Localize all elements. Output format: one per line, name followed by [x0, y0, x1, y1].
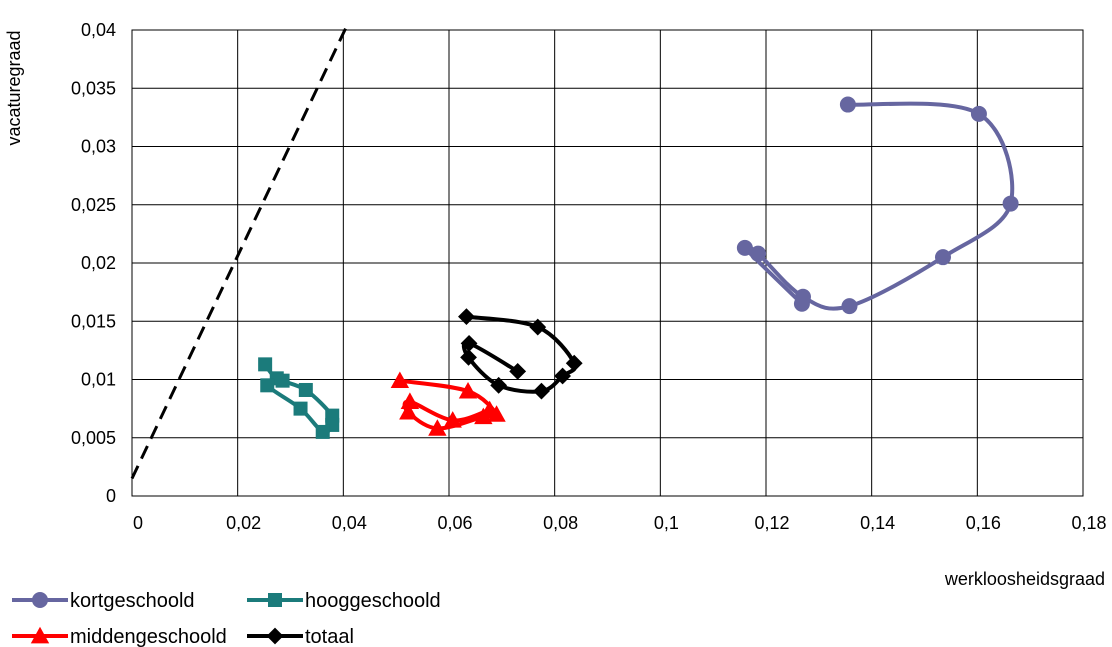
series-middengeschoold	[390, 371, 506, 436]
y-tick-label: 0,035	[71, 78, 116, 98]
data-point	[315, 424, 330, 439]
y-tick-label: 0,025	[71, 195, 116, 215]
series-totaal	[458, 308, 583, 400]
series-line	[740, 101, 1015, 311]
legend: kortgeschoold hooggeschoold middengeschool…	[12, 590, 441, 647]
x-tick-label: 0,06	[437, 513, 472, 533]
data-point	[750, 245, 767, 262]
y-tick-label: 0,04	[81, 20, 116, 40]
legend-item: hooggeschoold	[247, 590, 441, 612]
legend-marker	[268, 593, 282, 607]
series-hooggeschoold	[258, 357, 340, 439]
series-layer	[130, 27, 1019, 480]
data-point	[839, 96, 856, 113]
x-tick-label: 0	[133, 513, 143, 533]
data-point	[841, 298, 858, 315]
legend-label: hooggeschoold	[305, 590, 441, 612]
data-point	[736, 239, 753, 256]
series-line	[461, 314, 578, 394]
x-tick-label: 0,04	[332, 513, 367, 533]
data-point	[554, 367, 571, 385]
tick-labels: 0 0,02 0,04 0,06 0,08 0,1 0,12 0,14 0,16 0,18 0 0,0…	[71, 20, 1107, 533]
legend-label: kortgeschoold	[70, 590, 195, 612]
data-point	[460, 334, 478, 352]
x-axis-title: werkloosheidsgraad	[944, 569, 1105, 589]
legend-item: middengeschoold	[12, 626, 227, 647]
data-point	[298, 382, 313, 397]
legend-marker	[30, 626, 50, 644]
x-tick-label: 0,02	[226, 513, 261, 533]
data-point	[260, 378, 275, 393]
legend-item: totaal	[247, 626, 354, 647]
data-point	[458, 308, 475, 325]
y-axis-title: vacaturegraad	[4, 30, 24, 145]
x-tick-label: 0,08	[543, 513, 578, 533]
data-point	[458, 381, 478, 399]
x-tick-label: 0,16	[966, 513, 1001, 533]
reference-line	[130, 27, 348, 480]
data-point	[970, 105, 987, 122]
legend-item: kortgeschoold	[12, 590, 195, 612]
data-point	[1002, 195, 1019, 212]
data-point	[428, 419, 447, 436]
data-point	[399, 402, 418, 420]
data-point	[443, 411, 462, 428]
y-tick-label: 0,01	[81, 370, 116, 390]
data-point	[565, 354, 583, 372]
x-tick-label: 0,14	[860, 513, 895, 533]
data-point	[529, 318, 547, 336]
data-point	[480, 400, 499, 418]
y-tick-label: 0,005	[71, 428, 116, 448]
data-point	[293, 401, 308, 416]
y-tick-label: 0,02	[81, 253, 116, 273]
data-point	[793, 295, 810, 312]
legend-marker	[32, 592, 48, 608]
x-tick-label: 0,18	[1071, 513, 1106, 533]
y-tick-label: 0	[106, 486, 116, 506]
legend-label: totaal	[305, 626, 354, 647]
data-point	[258, 357, 273, 372]
data-point	[934, 249, 951, 266]
data-point	[509, 362, 527, 380]
series-kortgeschoold	[736, 96, 1019, 315]
plot-area-border	[131, 29, 1084, 497]
x-tick-label: 0,12	[754, 513, 789, 533]
legend-label: middengeschoold	[70, 626, 227, 647]
legend-marker	[266, 627, 284, 645]
data-point	[275, 373, 290, 388]
data-point	[460, 348, 477, 366]
data-point	[400, 392, 420, 409]
y-tick-label: 0,015	[71, 311, 116, 331]
data-point	[533, 382, 550, 400]
data-point	[490, 376, 508, 394]
x-tick-label: 0,1	[654, 513, 679, 533]
y-tick-label: 0,03	[81, 137, 116, 157]
data-point	[390, 371, 410, 389]
